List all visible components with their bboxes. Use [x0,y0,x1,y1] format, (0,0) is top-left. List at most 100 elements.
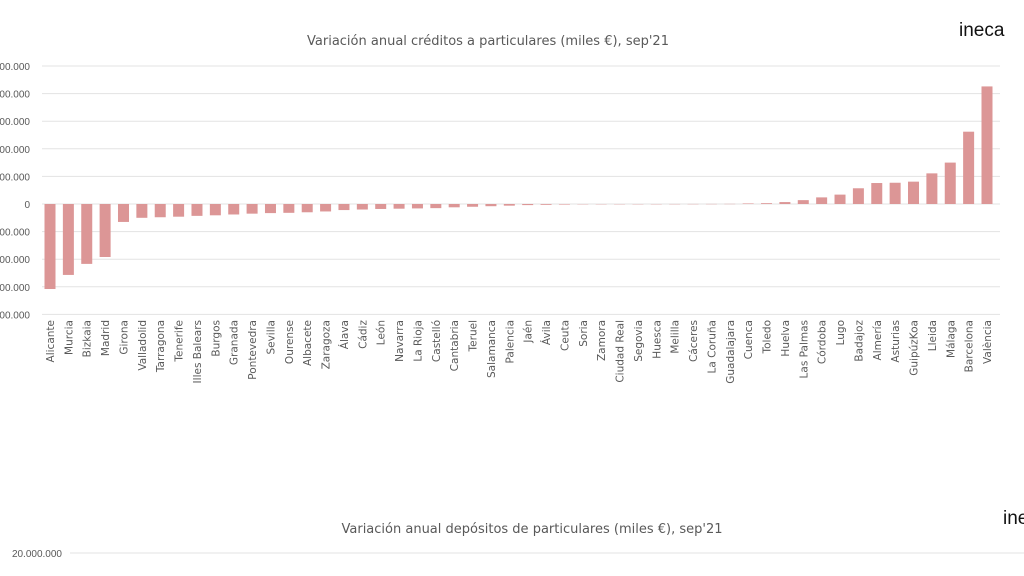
bar-Almería [871,183,883,204]
x-tick-label: Salamanca [486,320,498,378]
x-tick-label: Guadalajara [725,320,737,384]
x-tick-label: Palencia [504,320,516,363]
x-tick-label: Cádiz [357,320,369,349]
x-tick-label: Albacete [302,320,314,366]
x-tick-label: Jaén [523,320,535,344]
bar-Jaén [522,204,534,206]
y-tick-label: 0 [24,200,30,211]
x-tick-label: La Rioja [412,320,424,362]
bar-Zaragoza [320,204,332,212]
bar-Álava [338,204,350,211]
x-tick-label: Girona [118,320,130,355]
y-tick-label: 500.000 [0,62,30,73]
bar-Illes Balears [191,204,203,216]
x-tick-label: Valladolid [137,320,149,371]
bar-Huelva [779,202,791,204]
bar-La Rioja [411,204,423,209]
bar-Ceuta [558,204,570,205]
x-tick-label: León [376,320,388,345]
x-tick-label: Sevilla [265,320,277,355]
y-tick-label: 200.000 [0,145,30,156]
bar-Burgos [209,204,221,216]
bar-Granada [228,204,240,215]
bar-Cuenca [742,203,754,204]
y-tick-label: 400.000 [0,90,30,101]
y-axis-ticks: 500.000 400.000 300.000 200.000 100.000 0 -100… [0,62,30,321]
x-tick-label: Alicante [45,320,57,362]
chart-title-deposits: Variación anual depósitos de particulare… [342,522,723,537]
bar-Cádiz [356,204,368,210]
x-tick-label: La Coruña [706,320,718,373]
y-tick-label: -400.000 [0,310,30,321]
bar-Murcia [62,204,74,275]
bars [44,86,993,290]
y-tick-label: -300.000 [0,283,30,294]
bar-Albacete [301,204,313,213]
x-tick-label: Ourense [284,320,296,364]
x-axis-labels: Alicante Murcia Bizkaia Madrid Girona Vallado… [45,320,994,384]
bar-León [375,204,387,209]
y-tick-label: 100.000 [0,172,30,183]
bar-Teruel [467,204,479,207]
x-tick-label: Cuenca [743,320,755,359]
bar-Málaga [944,162,956,204]
bar-GuipúzKoa [908,181,920,204]
bar-Ávila [540,204,552,205]
x-tick-label: Teruel [468,320,480,352]
bar-Toledo [761,203,773,204]
ineca-logo: ineca [959,20,1005,41]
x-tick-label: Navarra [394,320,406,362]
bar-Girona [117,204,129,222]
bar-Ourense [283,204,295,213]
x-tick-label: Córdoba [817,320,829,364]
bar-Valladolid [136,204,148,218]
bar-Palencia [503,204,515,206]
bar-Navarra [393,204,405,209]
x-tick-label: Pontevedra [247,320,259,380]
x-tick-label: Huelva [780,320,792,357]
bar-Lugo [834,194,846,204]
x-tick-label: València [982,320,994,364]
bar-Tenerife [173,204,185,217]
x-tick-label: Granada [229,320,241,365]
y-tick-label: -200.000 [0,255,30,266]
x-tick-label: Cáceres [688,320,700,362]
x-tick-label: Barcelona [964,320,976,372]
y-tick-label: 300.000 [0,117,30,128]
x-tick-label: Ceuta [559,320,571,351]
bar-Badajoz [852,188,864,204]
x-tick-label: Tenerife [174,320,186,363]
x-tick-label: Málaga [945,320,957,358]
x-tick-label: Illes Balears [192,320,204,383]
x-tick-label: Almería [872,320,884,360]
x-tick-label: Zamora [596,320,608,361]
x-tick-label: Soria [578,320,590,347]
bar-Pontevedra [246,204,258,214]
x-tick-label: Murcia [63,320,75,355]
bar-Salamanca [485,204,497,207]
x-tick-label: GuipúzKoa [909,320,921,376]
y-tick-label: 20.000.000 [12,549,62,560]
x-tick-label: Bizkaia [82,320,94,357]
bar-Las Palmas [797,200,809,204]
y-tick-label: -100.000 [0,228,30,239]
x-tick-label: Asturias [890,320,902,363]
x-tick-label: Tarragona [155,320,167,373]
x-tick-label: Burgos [210,320,222,357]
bar-Barcelona [963,131,975,204]
bar-Madrid [99,204,111,257]
x-tick-label: Las Palmas [798,320,810,378]
bar-Sevilla [264,204,276,214]
x-tick-label: Zaragoza [321,320,333,369]
x-tick-label: Madrid [100,320,112,356]
x-tick-label: Segovia [633,320,645,362]
chart-title-credits: Variación anual créditos a particulares … [307,34,669,49]
x-tick-label: Toledo [762,320,774,355]
x-tick-label: Huesca [651,320,663,359]
bar-Bizkaia [81,204,93,264]
bar-Cantabria [448,204,460,208]
bar-València [981,86,993,204]
x-tick-label: Lugo [835,320,847,345]
x-tick-label: Melilla [670,320,682,354]
